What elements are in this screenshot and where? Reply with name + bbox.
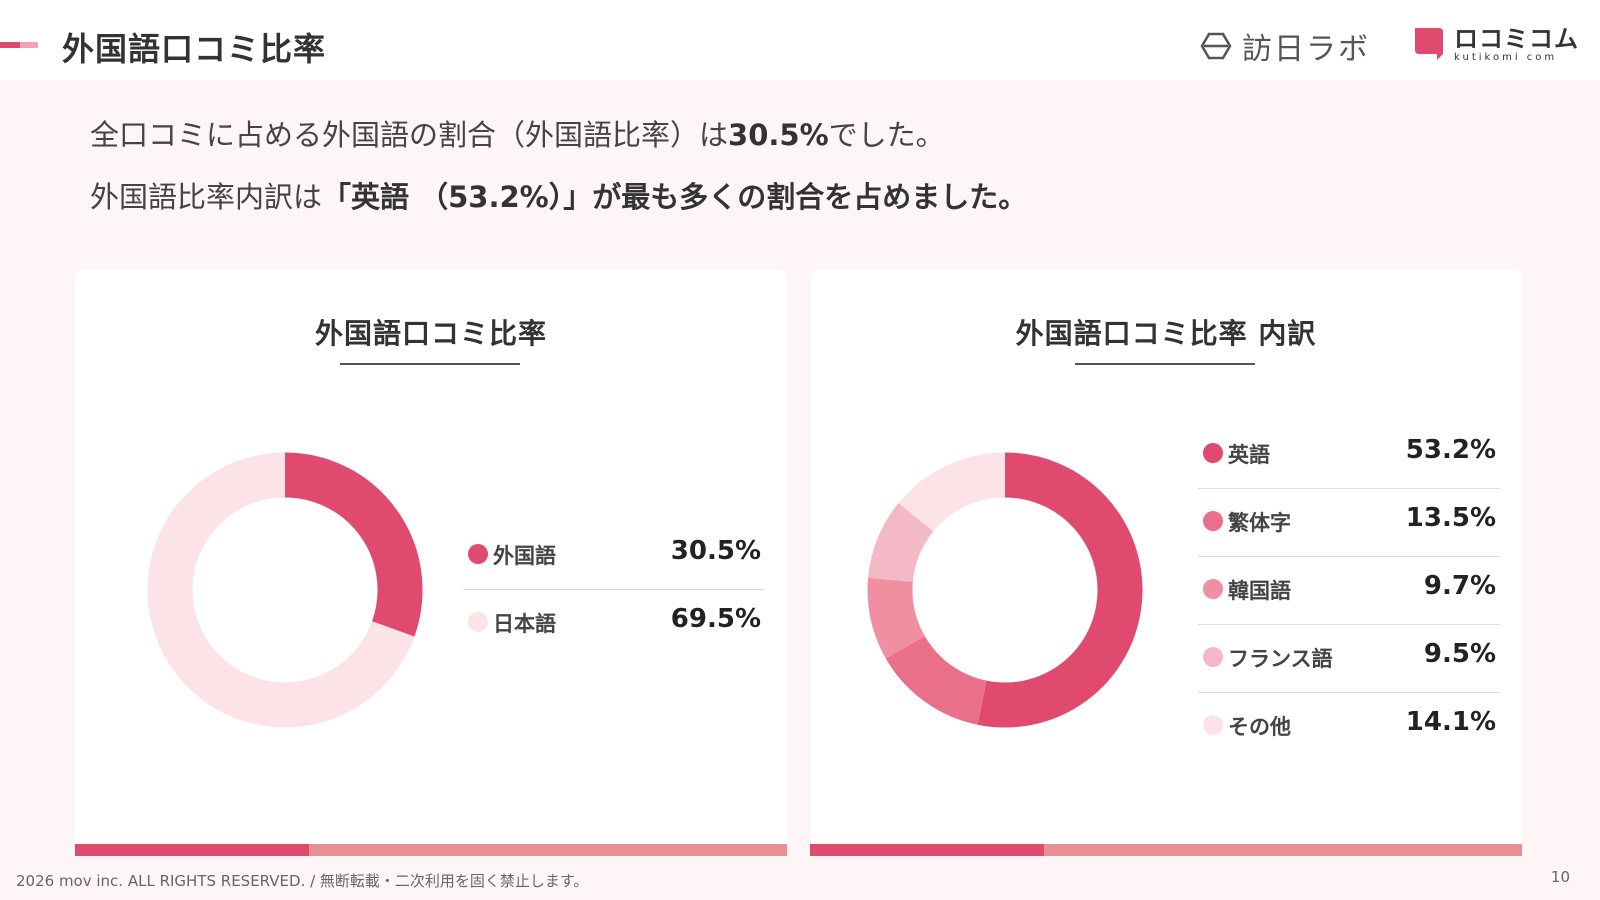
- donut-slice-4: [868, 503, 934, 583]
- chart-title: 外国語口コミ比率 内訳: [1015, 317, 1317, 350]
- legend-label: 日本語: [493, 612, 556, 636]
- speech-bubble-logo-icon: [1415, 28, 1443, 60]
- chart-title: 外国語口コミ比率: [314, 317, 547, 350]
- lead-line-1: 全口コミに占める外国語の割合（外国語比率）は30.5%でした。: [90, 112, 945, 154]
- legend-item: 繁体字 13.5%: [1198, 489, 1500, 557]
- header: 外国語口コミ比率 訪日ラボ ロコミコム kutikomi com: [0, 0, 1600, 80]
- legend-label: 繁体字: [1228, 511, 1291, 535]
- hexagon-logo-icon: [1200, 32, 1232, 60]
- legend-label: 外国語: [493, 544, 556, 568]
- houni-lab-logo-text: 訪日ラボ: [1242, 32, 1370, 67]
- houni-lab-logo: 訪日ラボ: [1200, 26, 1370, 67]
- donut-slice-3: [867, 577, 926, 659]
- lead-line-2: 外国語比率内訳は「英語 （53.2%）」が最も多くの割合を占めました。: [90, 174, 1027, 216]
- legend-value: 13.5%: [1405, 503, 1496, 533]
- legend-item: フランス語 9.5%: [1198, 625, 1500, 693]
- chart-title-underline: [340, 363, 520, 365]
- card-footer-bar: [810, 844, 1522, 856]
- donut-slice-2: [885, 635, 988, 725]
- legend-swatch: [1203, 579, 1223, 599]
- legend-label: 英語: [1228, 443, 1270, 467]
- legend-swatch: [1203, 511, 1223, 531]
- donut-slice-2: [147, 452, 415, 728]
- legend-value: 30.5%: [670, 536, 761, 566]
- legend-value: 53.2%: [1405, 435, 1496, 465]
- legend-value: 14.1%: [1405, 707, 1496, 737]
- chart-title-underline: [1075, 363, 1255, 365]
- legend-item: 日本語 69.5%: [463, 590, 765, 658]
- lead-line-1-prefix: 全口コミに占める外国語の割合（外国語比率）は: [90, 118, 729, 152]
- legend-label: その他: [1228, 715, 1291, 739]
- legend-value: 69.5%: [670, 604, 761, 634]
- legend-value: 9.7%: [1423, 571, 1496, 601]
- legend-item: 外国語 30.5%: [463, 522, 765, 590]
- legend-item: その他 14.1%: [1198, 693, 1500, 761]
- legend-swatch: [468, 544, 488, 564]
- chart-legend: 英語 53.2% 繁体字 13.5% 韓国語 9.7% フランス語 9.5% その他 14.1%: [1198, 421, 1500, 761]
- kutikomi-logo-sub-text: kutikomi com: [1454, 52, 1558, 63]
- legend-item: 韓国語 9.7%: [1198, 557, 1500, 625]
- legend-swatch: [1203, 647, 1223, 667]
- legend-label: 韓国語: [1228, 579, 1291, 603]
- legend-swatch: [468, 612, 488, 632]
- page-title: 外国語口コミ比率: [62, 30, 327, 68]
- donut-slice-1: [977, 452, 1143, 728]
- page-number: 10: [1550, 868, 1570, 886]
- donut-slice-5: [898, 452, 1006, 533]
- kutikomi-logo-main-text: ロコミコム: [1454, 25, 1579, 53]
- lead-line-1-value: 30.5%: [728, 118, 829, 152]
- donut-slice-1: [284, 452, 423, 637]
- donut-chart-foreign-ratio: [147, 452, 423, 728]
- legend-swatch: [1203, 715, 1223, 735]
- lead-line-2-prefix: 外国語比率内訳は: [90, 180, 323, 214]
- legend-value: 9.5%: [1423, 639, 1496, 669]
- card-footer-bar: [75, 844, 787, 856]
- donut-chart-foreign-breakdown: [867, 452, 1143, 728]
- lead-line-1-suffix: でした。: [828, 118, 945, 152]
- legend-label: フランス語: [1228, 647, 1333, 671]
- kutikomi-com-logo: ロコミコム kutikomi com: [1412, 26, 1579, 70]
- lead-line-2-bold: 「英語 （53.2%）」が最も多くの割合を占めました。: [322, 180, 1028, 214]
- legend-swatch: [1203, 443, 1223, 463]
- copyright-footer: 2026 mov inc. ALL RIGHTS RESERVED. / 無断転…: [16, 872, 589, 890]
- chart-legend: 外国語 30.5% 日本語 69.5%: [463, 522, 765, 658]
- chart-card-foreign-ratio: 外国語口コミ比率 外国語 30.5% 日本語 69.5%: [75, 270, 787, 856]
- chart-card-foreign-breakdown: 外国語口コミ比率 内訳 英語 53.2% 繁体字 13.5% 韓国語 9.7% フランス語 9…: [810, 270, 1522, 856]
- legend-item: 英語 53.2%: [1198, 421, 1500, 489]
